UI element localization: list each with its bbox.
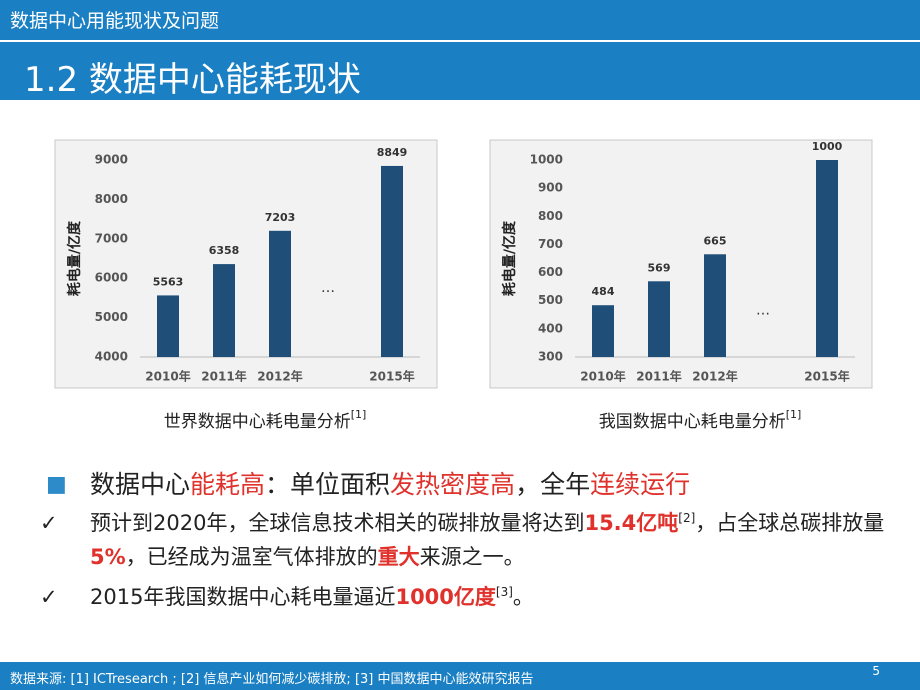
x-tick-label: 2010年: [145, 369, 190, 384]
y-tick-label: 7000: [95, 231, 128, 245]
caption-text: 我国数据中心耗电量分析: [599, 412, 786, 432]
text-run: 数据中心: [90, 470, 191, 499]
source-note: 数据来源: [1] ICTresearch ; [2] 信息产业如何减少碳排放;…: [10, 672, 534, 687]
caption-ref: [1]: [351, 408, 367, 421]
text-run: ：单位面积: [265, 470, 391, 499]
value-label: 8849: [377, 146, 408, 159]
text-run: 能耗高: [190, 470, 266, 499]
value-label: 1000: [812, 140, 843, 153]
bullet: ■ 数据中心能耗高：单位面积发热密度高，全年连续运行: [40, 468, 890, 502]
value-label: 569: [648, 261, 671, 274]
charts: 4000 5000 6000 7000 8000 9000 耗电量/亿度 2010年 5563 2…: [54, 139, 873, 432]
bullet-marker: ■: [46, 472, 67, 497]
gap-mark: …: [321, 280, 335, 296]
text-run: 15.4亿吨: [584, 511, 679, 535]
gap-mark: …: [756, 303, 770, 319]
y-axis-label: 耗电量/亿度: [501, 220, 518, 296]
bullet-text: 数据中心能耗高：单位面积发热密度高，全年连续运行: [90, 468, 690, 502]
bar: [648, 281, 670, 357]
text-run: [3]: [495, 585, 513, 599]
x-tick-label: 2010年: [580, 369, 625, 384]
y-tick-label: 700: [538, 237, 563, 251]
value-label: 5563: [153, 275, 184, 288]
section-title: 数据中心用能现状及问题: [10, 10, 220, 32]
y-tick-label: 300: [538, 350, 563, 364]
bar: [213, 264, 235, 357]
bullet-marker: ✓: [40, 585, 58, 609]
x-tick-label: 2012年: [692, 369, 737, 384]
y-tick-label: 500: [538, 293, 563, 307]
bar: [269, 230, 291, 357]
value-label: 6358: [209, 244, 240, 257]
header-rule: [0, 40, 920, 42]
value-label: 7203: [265, 211, 296, 224]
bullet: ✓ 预计到2020年，全球信息技术相关的碳排放量将达到15.4亿吨[2]，占全球总…: [40, 506, 890, 574]
chart-caption: 我国数据中心耗电量分析[1]: [599, 408, 802, 432]
bar: [704, 254, 726, 357]
x-tick-label: 2011年: [201, 369, 246, 384]
bar: [592, 305, 614, 357]
bar: [157, 295, 179, 357]
caption-ref: [1]: [786, 408, 802, 421]
slide-title: 1.2 数据中心能耗现状: [24, 60, 361, 100]
y-tick-label: 400: [538, 321, 563, 335]
text-run: 1000亿度: [395, 585, 496, 609]
y-tick-label: 9000: [95, 153, 128, 167]
y-tick-label: 8000: [95, 192, 128, 206]
bullet-list: ■ 数据中心能耗高：单位面积发热密度高，全年连续运行 ✓ 预计到2020年，全球信息技…: [40, 468, 890, 620]
x-tick-label: 2015年: [369, 369, 414, 384]
page-number: 5: [872, 664, 880, 678]
text-run: ，已经成为温室气体排放的: [125, 545, 378, 569]
footer: 数据来源: [1] ICTresearch ; [2] 信息产业如何减少碳排放;…: [0, 662, 920, 690]
header-bar: 数据中心用能现状及问题 1.2 数据中心能耗现状: [0, 0, 920, 100]
bullet-text: 预计到2020年，全球信息技术相关的碳排放量将达到15.4亿吨[2]，占全球总碳…: [90, 506, 890, 574]
y-tick-label: 5000: [95, 310, 128, 324]
chart-panel: [489, 139, 873, 389]
text-run: [2]: [678, 511, 696, 525]
text-run: 2015年我国数据中心耗电量逼近: [90, 585, 396, 609]
bar: [381, 165, 403, 357]
y-tick-label: 800: [538, 209, 563, 223]
x-tick-label: 2011年: [636, 369, 681, 384]
text-run: 来源之一。: [419, 545, 525, 569]
bullet-marker: ✓: [40, 511, 58, 535]
y-tick-label: 900: [538, 181, 563, 195]
text-run: 。: [512, 585, 534, 609]
caption-text: 世界数据中心耗电量分析: [164, 412, 351, 432]
bullet: ✓ 2015年我国数据中心耗电量逼近1000亿度[3]。: [40, 580, 890, 614]
text-run: 预计到2020年，全球信息技术相关的碳排放量将达到: [90, 511, 585, 535]
y-tick-label: 600: [538, 265, 563, 279]
value-label: 484: [592, 285, 615, 298]
text-run: 重大: [377, 545, 420, 569]
y-tick-label: 6000: [95, 271, 128, 285]
text-run: ，占全球总碳排放量: [695, 511, 885, 535]
text-run: 5%: [90, 545, 126, 569]
x-tick-label: 2012年: [257, 369, 302, 384]
y-tick-label: 1000: [530, 153, 563, 167]
value-label: 665: [704, 234, 727, 247]
bar: [816, 160, 838, 357]
y-tick-label: 4000: [95, 350, 128, 364]
text-run: 连续运行: [590, 470, 691, 499]
y-axis-label: 耗电量/亿度: [66, 220, 83, 296]
text-run: ，全年: [515, 470, 591, 499]
chart-caption: 世界数据中心耗电量分析[1]: [164, 408, 367, 432]
chart-panel: [54, 139, 438, 389]
x-tick-label: 2015年: [804, 369, 849, 384]
bullet-text: 2015年我国数据中心耗电量逼近1000亿度[3]。: [90, 580, 534, 614]
text-run: 发热密度高: [390, 470, 516, 499]
